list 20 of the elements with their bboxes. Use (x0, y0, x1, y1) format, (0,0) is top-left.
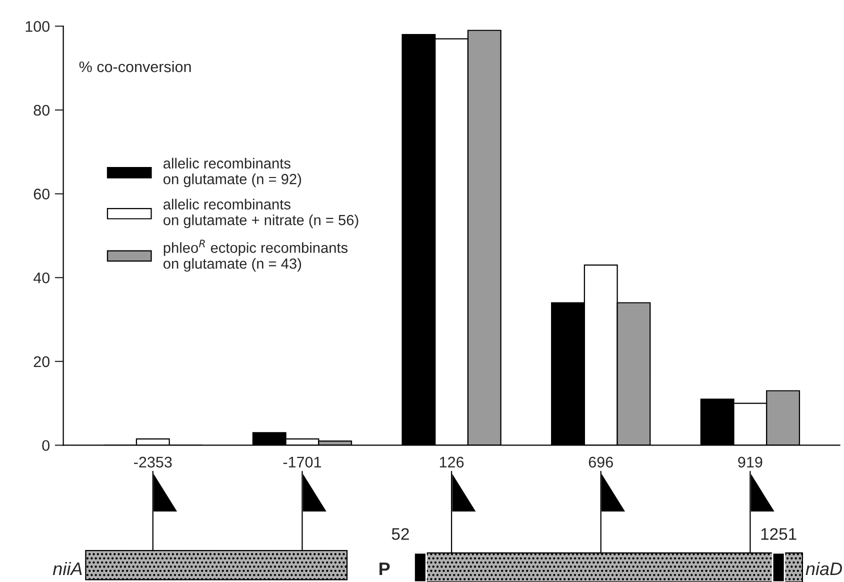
x-tick-label: -1701 (283, 456, 322, 468)
text: niaD (806, 562, 842, 576)
y-tick-label: 80 (34, 104, 50, 116)
text: 52 (392, 528, 409, 540)
legend-label: phleo$^{R}$ ectopic recombinants on glutamate (n = 43) (164, 240, 348, 272)
x-tick-label: 126 (440, 456, 464, 468)
text: niiA (52, 562, 82, 576)
y-tick-label: 100 (26, 21, 50, 32)
x-tick-label: 696 (588, 456, 613, 468)
y-axis-title: % co-conversion (79, 60, 191, 72)
x-tick-label: 919 (738, 456, 762, 468)
text: 1251 (761, 528, 796, 540)
x-tick-label: -2353 (134, 456, 172, 468)
y-tick-label: 0 (42, 440, 50, 451)
text: P (380, 562, 390, 576)
y-tick-label: 40 (33, 272, 50, 284)
y-tick-label: 20 (34, 356, 50, 368)
y-tick-label: 60 (34, 188, 50, 200)
legend-label: allelic recombinants on glutamate (n = 92) (164, 158, 302, 188)
legend-label: allelic recombinants on glutamate + nitrate (n = 56) (164, 198, 358, 228)
